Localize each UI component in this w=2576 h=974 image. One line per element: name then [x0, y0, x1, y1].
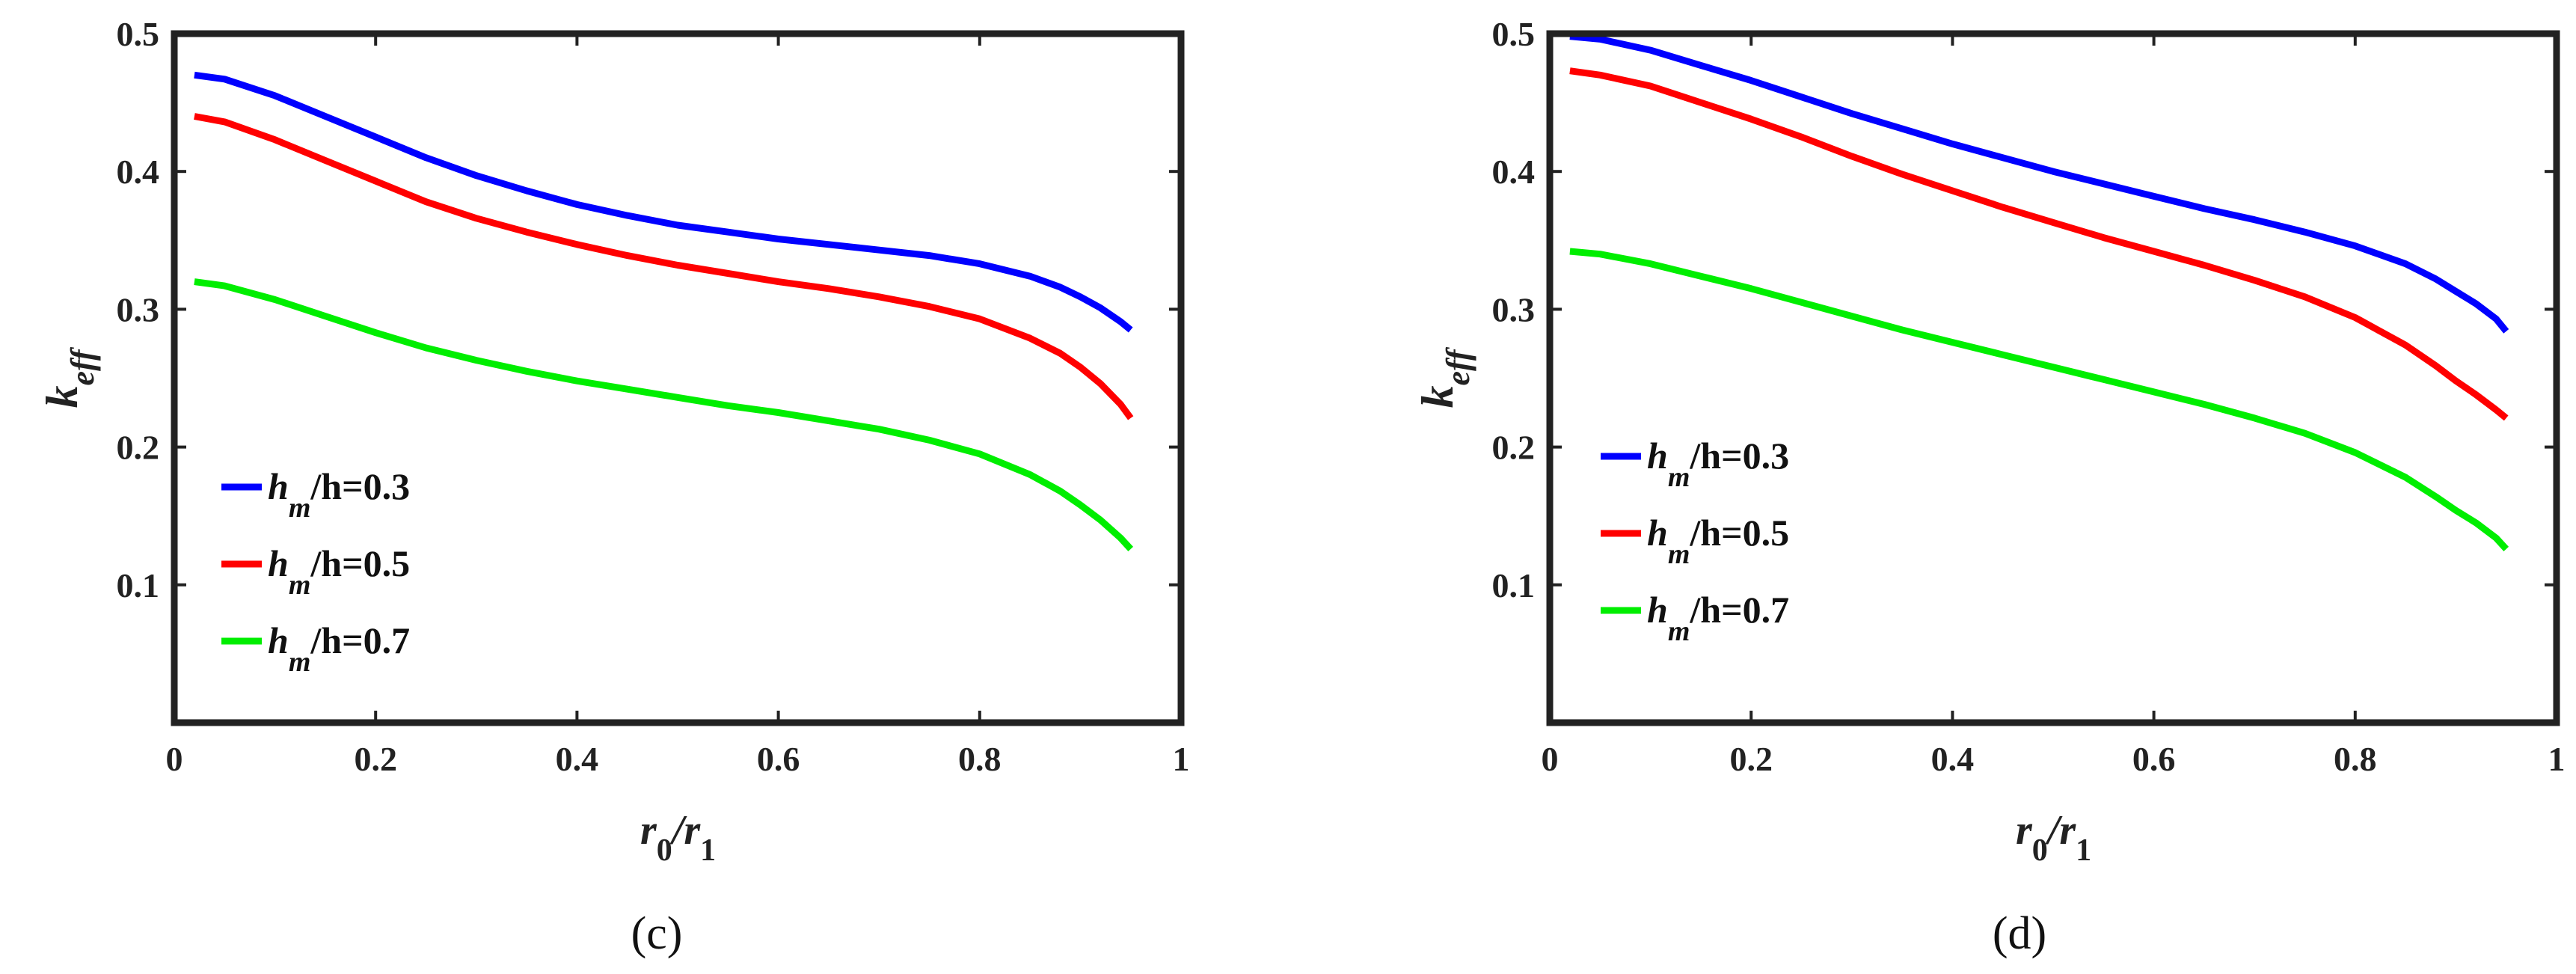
y-tick-label: 0.1	[117, 566, 160, 604]
axes-frame	[1546, 30, 2560, 726]
legend-entry-2: hm/h=0.5	[1647, 512, 1789, 570]
legend-h: h	[1647, 589, 1668, 631]
series-line-1	[194, 71, 1133, 333]
xlabel-sub2: 1	[700, 833, 716, 868]
x-axis-label: r0/r1	[640, 807, 716, 868]
ylabel-sub: eff	[1440, 346, 1476, 385]
series-line-3	[194, 278, 1134, 551]
legend-sub: m	[1668, 462, 1690, 493]
legend-h: h	[268, 465, 289, 507]
y-tick-label: 0.4	[1492, 153, 1536, 191]
x-tick-label: 0.8	[2334, 740, 2377, 778]
y-axis-label: keff	[37, 346, 101, 408]
series-line-3	[1569, 248, 2509, 551]
legend-entry-1: hm/h=0.3	[1647, 435, 1789, 493]
y-tick-label: 0.5	[117, 15, 160, 53]
panel-label: (d)	[1993, 908, 2046, 959]
xlabel-sub1: 0	[657, 833, 672, 868]
x-tick-label: 0.4	[556, 740, 599, 778]
legend-rest: /h=0.5	[310, 542, 410, 584]
x-tick-label: 0.2	[1729, 740, 1773, 778]
chart-panel-d: 0 0.2 0.4 0.6 0.8 10.10.20.30.40.5hm/h=0.3hm/…	[1413, 15, 2566, 959]
y-tick-label: 0.3	[1492, 290, 1536, 328]
legend-entry-3: hm/h=0.7	[268, 619, 410, 678]
series-line-2	[1569, 67, 2509, 421]
legend-sub: m	[289, 492, 311, 524]
chart-panel-c: 0 0.2 0.4 0.6 0.8 10.10.20.30.40.5hm/h=0.3hm/…	[37, 15, 1190, 959]
x-tick-label: 0	[1542, 740, 1559, 778]
legend-sub: m	[289, 569, 311, 601]
legend-h: h	[1647, 512, 1668, 554]
x-tick-label: 0.6	[757, 740, 800, 778]
series-line-1	[1569, 33, 2509, 334]
legend-sub: m	[1668, 616, 1690, 647]
legend-rest: /h=0.3	[310, 465, 410, 507]
y-tick-label: 0.1	[1492, 566, 1536, 604]
legend-h: h	[1647, 435, 1668, 477]
legend-h: h	[268, 619, 289, 661]
x-tick-label: 0.2	[354, 740, 397, 778]
y-tick-label: 0.2	[1492, 429, 1536, 467]
x-tick-label: 1	[1173, 740, 1190, 778]
legend-sub: m	[1668, 539, 1690, 570]
x-axis-label: r0/r1	[2016, 807, 2091, 868]
legend-sub: m	[289, 646, 311, 678]
x-tick-label: 0.4	[1931, 740, 1975, 778]
legend-rest: /h=0.7	[1689, 589, 1789, 631]
panel-label: (c)	[631, 908, 683, 959]
xlabel-r: r	[640, 807, 657, 854]
legend-rest: /h=0.5	[1689, 512, 1789, 554]
y-axis-label: keff	[1413, 346, 1476, 408]
series-line-2	[194, 113, 1134, 420]
xlabel-slash: /r	[669, 807, 702, 854]
xlabel-r: r	[2016, 807, 2033, 854]
y-tick-label: 0.3	[117, 290, 160, 328]
legend-entry-1: hm/h=0.3	[268, 465, 410, 524]
xlabel-sub1: 0	[2032, 833, 2048, 868]
y-tick-label: 0.4	[117, 153, 160, 191]
legend-h: h	[268, 542, 289, 584]
xlabel-slash: /r	[2045, 807, 2077, 854]
x-tick-label: 0	[166, 740, 183, 778]
legend-entry-2: hm/h=0.5	[268, 542, 410, 601]
ylabel-sub: eff	[64, 346, 101, 385]
x-tick-label: 0.8	[958, 740, 1002, 778]
legend-rest: /h=0.3	[1689, 435, 1789, 477]
x-tick-label: 1	[2548, 740, 2566, 778]
ylabel-k: k	[1413, 386, 1462, 408]
legend-rest: /h=0.7	[310, 619, 410, 661]
y-tick-label: 0.5	[1492, 15, 1536, 53]
legend-entry-3: hm/h=0.7	[1647, 589, 1789, 647]
x-tick-label: 0.6	[2132, 740, 2176, 778]
y-tick-label: 0.2	[117, 429, 160, 467]
axes-frame	[171, 30, 1185, 726]
xlabel-sub2: 1	[2076, 833, 2091, 868]
ylabel-k: k	[37, 386, 87, 408]
